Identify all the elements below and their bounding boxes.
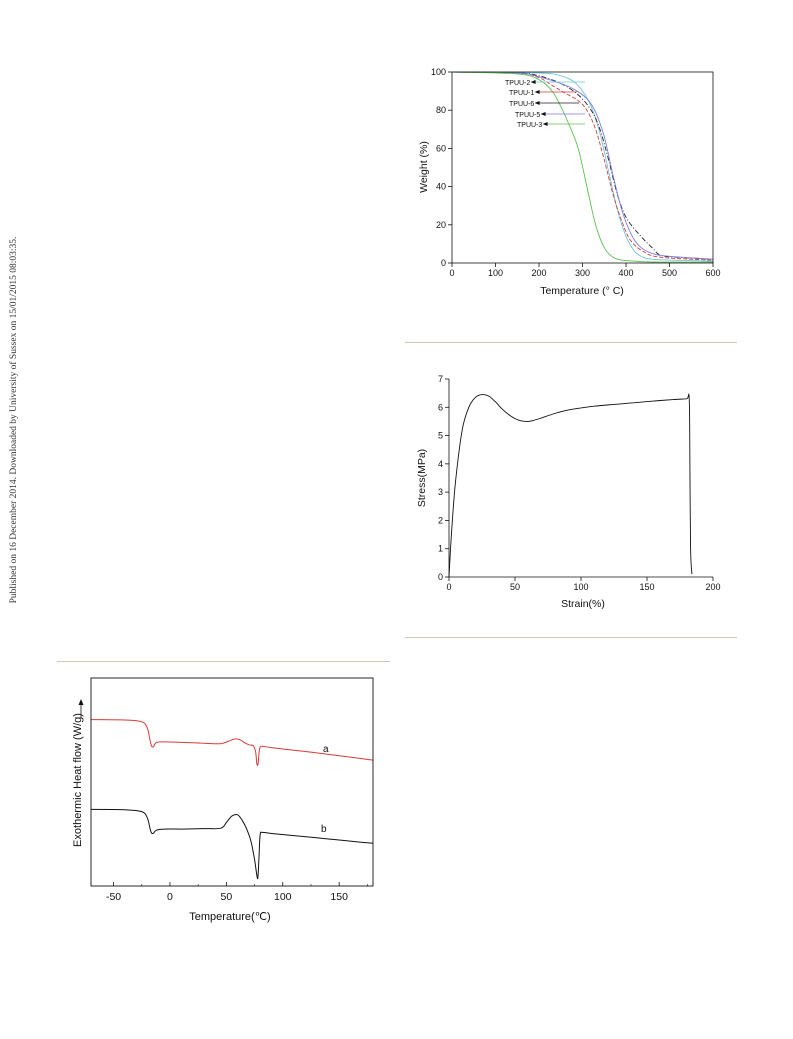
x-tick-label: 0 [167, 891, 173, 903]
x-tick-label: 600 [705, 268, 720, 278]
legend-arrow-icon [530, 80, 536, 84]
y-tick-label: 5 [438, 431, 443, 441]
series-line-tpuu-1 [451, 71, 714, 261]
y-tick-label: 7 [438, 374, 443, 384]
arrow-up-icon [78, 699, 84, 718]
y-tick-label: 2 [438, 515, 443, 525]
y-axis-label: Exothermic Heat flow (W/g) [72, 713, 84, 847]
x-tick-label: 150 [639, 582, 654, 592]
series-line-tpuu-6 [451, 71, 714, 260]
x-tick-label: 100 [488, 268, 503, 278]
series-line-tpuu-5 [451, 71, 714, 260]
x-tick-label: 0 [446, 582, 451, 592]
separator-rule [57, 661, 390, 662]
y-tick-label: 6 [438, 402, 443, 412]
series-line-b [90, 808, 374, 880]
x-tick-label: 200 [705, 582, 720, 592]
x-tick-label: 400 [618, 268, 633, 278]
dsc-chart: -50 0 50 100 150 a b Temperature(℃) Exotherm… [72, 677, 374, 923]
x-axis-label: Strain(%) [561, 598, 605, 610]
legend-label-tpuu-3: TPUU-3 [517, 122, 542, 129]
x-tick-label: 150 [330, 891, 348, 903]
y-axis-label: Stress(MPa) [416, 449, 428, 507]
legend-arrow-icon [534, 90, 540, 94]
x-tick-label: 200 [531, 268, 546, 278]
legend-arrow-icon [534, 101, 540, 105]
legend-arrow-icon [540, 112, 546, 116]
y-tick-label: 60 [436, 143, 446, 153]
annotation-b: b [321, 824, 327, 835]
legend-arrow-icon [542, 122, 548, 126]
x-tick-label: 100 [274, 891, 292, 903]
y-tick-label: 3 [438, 487, 443, 497]
y-tick-label: 20 [436, 220, 446, 230]
separator-rule [405, 637, 737, 638]
x-tick-label: 300 [575, 268, 590, 278]
y-tick-label: 0 [441, 258, 446, 268]
series-line-tpuu-2 [451, 71, 714, 262]
x-tick-label: 50 [510, 582, 520, 592]
x-axis-label: Temperature (° C) [540, 285, 624, 297]
legend-label-tpuu-5: TPUU-5 [515, 112, 540, 119]
publication-side-note: Published on 16 December 2014. Downloade… [4, 0, 24, 1039]
series-line-stress [448, 393, 693, 578]
annotation-a: a [323, 744, 329, 755]
y-tick-label: 40 [436, 182, 446, 192]
x-axis-label: Temperature(℃) [189, 911, 270, 923]
publication-note-text: Published on 16 December 2014. Downloade… [9, 236, 19, 604]
x-tick-label: -50 [106, 891, 121, 903]
x-tick-label: 100 [573, 582, 588, 592]
x-tick-label: 50 [221, 891, 233, 903]
series-line-a [90, 719, 374, 766]
x-tick-label: 500 [662, 268, 677, 278]
separator-rule [405, 342, 737, 343]
plot-frame [90, 677, 374, 887]
x-tick-label: 0 [449, 268, 454, 278]
y-tick-label: 80 [436, 105, 446, 115]
stress-strain-chart: 0 50 100 150 200 0 1 2 3 4 5 6 7 Strain(%) Stress(MP… [416, 374, 721, 610]
y-tick-label: 100 [431, 67, 446, 77]
y-tick-label: 4 [438, 459, 443, 469]
legend-label-tpuu-1: TPUU-1 [509, 90, 534, 97]
y-tick-label: 0 [438, 572, 443, 582]
series-line-tpuu-3 [451, 71, 714, 263]
y-axis-label: Weight (%) [418, 141, 430, 193]
legend-label-tpuu-6: TPUU-6 [509, 101, 534, 108]
y-tick-label: 1 [438, 544, 443, 554]
legend-label-tpuu-2: TPUU-2 [505, 80, 530, 87]
